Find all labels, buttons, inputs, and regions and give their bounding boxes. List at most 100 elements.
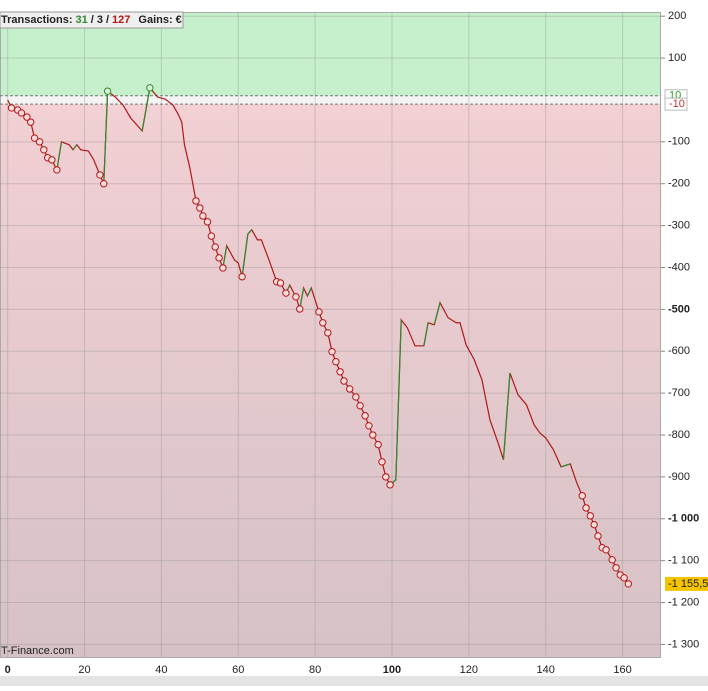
- rising-segment: [423, 322, 429, 346]
- y-tick-label: -700: [668, 387, 690, 399]
- trade-marker: [374, 440, 382, 449]
- trade-marker: [582, 504, 590, 512]
- rising-segment: [502, 372, 511, 460]
- trade-marker: [296, 305, 304, 313]
- trade-marker: [602, 546, 610, 554]
- trade-marker: [103, 87, 112, 95]
- y-tick-label: 100: [668, 52, 686, 64]
- header-gains: Gains: €: [138, 14, 181, 26]
- y-tick-label: -400: [668, 261, 690, 273]
- last-value-box: [665, 576, 708, 591]
- loss-zone: [0, 104, 661, 657]
- threshold-box: [664, 97, 688, 111]
- rising-segment: [141, 87, 151, 132]
- trade-marker: [30, 134, 39, 142]
- trade-marker: [199, 212, 207, 220]
- trade-marker: [340, 377, 348, 385]
- rising-segment: [560, 463, 571, 468]
- trade-marker: [594, 532, 602, 540]
- trade-marker: [276, 279, 285, 287]
- y-tick-label: -1 000: [668, 513, 699, 525]
- x-tick-label: 80: [309, 664, 321, 676]
- trade-marker: [586, 512, 594, 520]
- neutral-zone: [0, 95, 661, 105]
- header-losers: 127: [112, 14, 130, 26]
- trade-marker: [238, 273, 246, 281]
- trade-marker: [17, 109, 26, 117]
- trade-marker: [219, 264, 227, 272]
- trade-marker: [292, 293, 300, 301]
- trade-marker: [352, 393, 360, 401]
- x-tick-label: 60: [232, 664, 244, 676]
- trade-marker: [211, 243, 219, 251]
- trade-marker: [382, 473, 390, 481]
- trade-marker: [369, 431, 377, 439]
- trade-marker: [203, 218, 212, 226]
- trade-marker: [53, 166, 61, 174]
- trade-marker: [378, 458, 386, 466]
- x-tick-label: 120: [460, 664, 478, 676]
- trade-marker: [578, 492, 586, 500]
- header: Transactions: 31/3/127 Gains: €: [1, 14, 182, 26]
- rising-segment: [433, 302, 441, 326]
- x-tick-label: 100: [383, 664, 401, 676]
- trade-marker: [207, 232, 216, 240]
- y-tick-label: -900: [668, 471, 690, 483]
- trade-marker: [328, 347, 336, 356]
- trade-marker: [27, 118, 35, 126]
- trade-marker: [336, 368, 344, 376]
- y-tick-label: -800: [668, 429, 690, 441]
- trade-marker: [215, 254, 223, 262]
- trade-marker: [35, 138, 44, 146]
- trade-marker: [361, 412, 369, 420]
- y-tick-label: -300: [668, 220, 690, 232]
- x-tick-label: 160: [613, 664, 631, 676]
- trade-marker: [23, 113, 31, 121]
- y-tick-label: -500: [668, 303, 690, 315]
- trade-marker: [365, 422, 373, 430]
- header-label: Transactions:: [1, 14, 73, 26]
- trade-marker: [282, 289, 290, 297]
- x-tick-label: 0: [5, 664, 11, 676]
- trade-marker: [96, 171, 104, 179]
- header-separator: /: [91, 14, 94, 26]
- y-tick-label: 200: [668, 10, 686, 22]
- trade-marker: [48, 156, 56, 164]
- last-value-label: -1 155,5: [668, 578, 708, 590]
- rising-segment: [72, 144, 78, 151]
- footer: T-Finance.com: [1, 645, 74, 657]
- trade-marker: [192, 197, 200, 205]
- trade-marker: [620, 574, 628, 582]
- trade-marker: [196, 204, 204, 212]
- y-tick-label: -200: [668, 178, 690, 190]
- rising-segment: [247, 229, 253, 235]
- trade-marker: [146, 84, 154, 92]
- trade-marker: [100, 180, 108, 188]
- trade-marker: [624, 580, 633, 588]
- trade-marker: [356, 402, 364, 410]
- header-neutral: 3: [97, 14, 103, 26]
- rising-segment: [222, 245, 228, 269]
- threshold-label: -10: [669, 98, 685, 110]
- y-tick-label: -1 300: [668, 638, 699, 650]
- trade-marker: [346, 385, 354, 393]
- header-box: [0, 11, 184, 29]
- trade-marker: [332, 358, 340, 366]
- y-tick-label: -100: [668, 136, 690, 148]
- trade-marker: [319, 319, 327, 327]
- scrollbar: [0, 676, 708, 686]
- rising-segment: [395, 319, 402, 480]
- y-tick-label: -1 100: [668, 555, 699, 567]
- trade-marker: [315, 308, 323, 316]
- rising-segment: [241, 233, 249, 277]
- trade-marker: [40, 146, 48, 154]
- plot-border: [0, 12, 661, 658]
- trade-marker: [612, 564, 620, 572]
- y-tick-label: -600: [668, 345, 690, 357]
- rising-segment: [306, 287, 312, 297]
- trade-marker: [324, 329, 332, 337]
- x-tick-label: 20: [78, 664, 90, 676]
- y-tick-label: -1 200: [668, 596, 699, 608]
- x-tick-label: 140: [537, 664, 555, 676]
